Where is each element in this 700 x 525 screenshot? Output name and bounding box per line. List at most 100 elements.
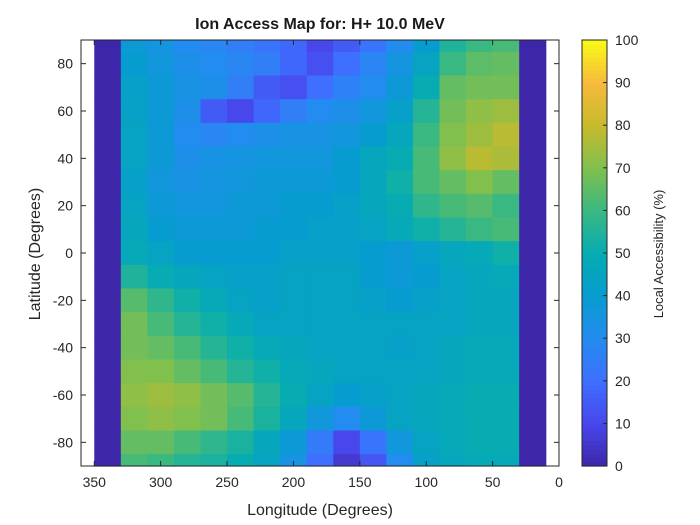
colorbar-segment	[582, 78, 607, 84]
heatmap-cell	[492, 40, 520, 53]
colorbar-segment	[582, 419, 607, 424]
heatmap-cell	[253, 146, 281, 171]
heatmap-cell	[253, 170, 281, 195]
heatmap-cell	[439, 51, 467, 77]
colorbar-segment	[582, 253, 607, 258]
heatmap-cell	[412, 122, 441, 148]
colorbar-segment	[582, 146, 607, 152]
heatmap-cell	[253, 288, 281, 313]
heatmap-cell	[492, 454, 520, 467]
heatmap-cell	[439, 454, 467, 467]
heatmap-cell	[280, 288, 308, 313]
heatmap-cell	[120, 75, 148, 100]
heatmap-cell	[147, 406, 175, 432]
heatmap-cell	[359, 99, 387, 124]
colorbar-segment	[582, 440, 607, 446]
heatmap-cell	[94, 75, 122, 100]
heatmap-cell	[333, 75, 361, 100]
heatmap-cell	[333, 40, 361, 53]
colorbar-segment	[582, 159, 607, 165]
heatmap-cell	[147, 99, 175, 124]
heatmap-cell	[412, 40, 441, 53]
heatmap-cell	[466, 170, 494, 195]
colorbar-segment	[582, 316, 607, 322]
heatmap-cell	[333, 288, 361, 313]
heatmap-cell	[519, 51, 547, 77]
colorbar-segment	[582, 325, 607, 331]
heatmap-cell	[333, 170, 361, 195]
heatmap-cell	[94, 288, 122, 313]
colorbar-segment	[582, 312, 607, 318]
colorbar-segment	[582, 240, 607, 246]
heatmap-cell	[519, 217, 547, 242]
heatmap-cell	[519, 241, 547, 266]
colorbar-segment	[582, 206, 607, 211]
heatmap-cell	[466, 264, 494, 290]
colorbar-segment	[582, 235, 607, 241]
heatmap-cell	[492, 359, 520, 384]
colorbar-segment	[582, 163, 607, 169]
heatmap-cell	[94, 312, 122, 337]
heatmap-cell	[173, 40, 202, 53]
heatmap-cell	[386, 454, 414, 467]
colorbar-segment	[582, 321, 607, 327]
x-tick-label: 150	[348, 474, 372, 490]
heatmap-cell	[386, 170, 414, 195]
heatmap-cell	[439, 217, 467, 242]
colorbar-label: Local Accessibility (%)	[651, 190, 666, 319]
heatmap-cell	[253, 99, 281, 124]
heatmap-cell	[94, 430, 122, 455]
heatmap-cell	[147, 241, 175, 266]
colorbar-segment	[582, 227, 607, 233]
heatmap-cell	[359, 241, 387, 266]
heatmap-cell	[173, 217, 202, 242]
heatmap-cell	[359, 51, 387, 77]
heatmap-cell	[386, 288, 414, 313]
heatmap-cell	[280, 217, 308, 242]
heatmap-cell	[253, 312, 281, 337]
heatmap-cell	[227, 264, 255, 290]
x-tick-label: 300	[149, 474, 173, 490]
colorbar-segment	[582, 112, 607, 118]
heatmap-cell	[306, 122, 334, 148]
heatmap-cell	[412, 75, 441, 100]
heatmap-cell	[120, 40, 148, 53]
heatmap-cell	[94, 454, 122, 467]
colorbar-segment	[582, 223, 607, 229]
colorbar-segment	[582, 40, 607, 45]
heatmap-cell	[359, 193, 387, 219]
heatmap-cell	[519, 383, 547, 408]
heatmap-cell	[306, 335, 334, 361]
colorbar-segment	[582, 244, 607, 250]
heatmap-cell	[200, 264, 228, 290]
colorbar-segment	[582, 406, 607, 412]
heatmap-cell	[492, 170, 520, 195]
heatmap-cell	[439, 99, 467, 124]
colorbar-segment	[582, 299, 607, 305]
heatmap-cell	[173, 193, 202, 219]
heatmap-cell	[94, 146, 122, 171]
heatmap-cell	[519, 288, 547, 313]
heatmap-cell	[466, 193, 494, 219]
heatmap-cell	[280, 40, 308, 53]
heatmap-cell	[412, 359, 441, 384]
heatmap-cell	[466, 217, 494, 242]
heatmap-cell	[439, 312, 467, 337]
colorbar-tick-label: 100	[615, 32, 639, 48]
heatmap-cell	[120, 288, 148, 313]
heatmap-cell	[492, 406, 520, 432]
heatmap-cell	[280, 312, 308, 337]
heatmap-cell	[280, 383, 308, 408]
heatmap-cell	[147, 193, 175, 219]
colorbar-segment	[582, 65, 607, 71]
heatmap-cell	[173, 75, 202, 100]
heatmap-cell	[466, 146, 494, 171]
colorbar-tick-label: 90	[615, 75, 631, 91]
heatmap-cell	[200, 217, 228, 242]
heatmap-cell	[359, 217, 387, 242]
heatmap-cell	[359, 122, 387, 148]
heatmap-cell	[120, 359, 148, 384]
heatmap-cell	[466, 241, 494, 266]
colorbar-segment	[582, 61, 607, 67]
heatmap-cell	[120, 241, 148, 266]
